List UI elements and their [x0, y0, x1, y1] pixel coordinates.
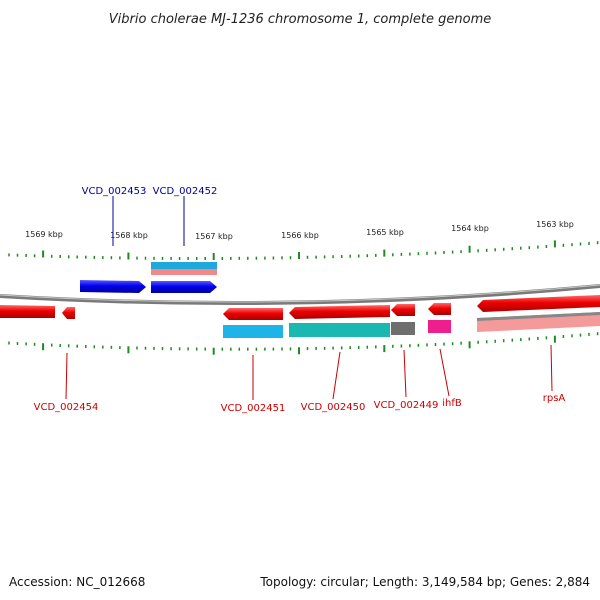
- gene-VCD_002449-arrow[interactable]: [391, 304, 415, 316]
- scale-label-1566: 1566 kbp: [281, 231, 319, 240]
- gene-label-VCD_002452[interactable]: VCD_002452: [153, 186, 218, 197]
- leader-lines: [65, 196, 553, 400]
- gene-label-VCD_002449[interactable]: VCD_002449: [374, 400, 439, 411]
- leader-VCD_002450: [332, 351, 341, 400]
- leader-rpsA: [550, 344, 553, 392]
- chromosome-backbone-highlight: [0, 284, 600, 303]
- gene-VCD_002453-arrow[interactable]: [80, 280, 146, 293]
- gene-label-rpsA[interactable]: rpsA: [543, 393, 566, 404]
- leader-ihfB: [439, 348, 450, 397]
- gene-VCD_002452-arrow[interactable]: [151, 281, 217, 293]
- gene-ihfB-cog-bar: [428, 320, 451, 333]
- scale-labels: 1569 kbp 1568 kbp 1567 kbp 1566 kbp 1565…: [25, 220, 574, 241]
- gene-rpsA-cog-bar-edge: [477, 312, 600, 321]
- scale-label-1567: 1567 kbp: [195, 232, 233, 241]
- scale-label-1564: 1564 kbp: [451, 224, 489, 233]
- gene-VCD_002455-arrow[interactable]: [0, 305, 55, 318]
- gene-rpsA-arrow[interactable]: [477, 295, 600, 312]
- gene-label-ihfB[interactable]: ihfB: [442, 398, 462, 409]
- gene-ihfB-arrow[interactable]: [428, 303, 451, 315]
- gene-VCD_002451-arrow[interactable]: [223, 308, 283, 320]
- leader-VCD_002449: [403, 349, 407, 398]
- gene-VCD_002450-arrow[interactable]: [289, 305, 390, 319]
- scale-label-1568: 1568 kbp: [110, 231, 148, 240]
- scale-label-1565: 1565 kbp: [366, 228, 404, 237]
- gene-VCD_002452-rna-bar: [151, 269, 217, 275]
- gene-VCD_002450-cog-bar: [289, 323, 390, 337]
- accession-text: Accession: NC_012668: [9, 575, 145, 589]
- genome-summary-text: Topology: circular; Length: 3,149,584 bp…: [259, 575, 590, 589]
- scale-label-1569: 1569 kbp: [25, 230, 63, 239]
- upper-scale-ticks: [8, 240, 599, 260]
- gene-VCD_002454-arrow[interactable]: [62, 307, 75, 319]
- chromosome-backbone: [0, 284, 600, 306]
- gene-VCD_002452-cog-bar: [151, 262, 217, 269]
- gene-label-VCD_002450[interactable]: VCD_002450: [301, 402, 366, 413]
- leader-VCD_002454: [65, 352, 68, 400]
- map-title: Vibrio cholerae MJ-1236 chromosome 1, co…: [109, 12, 491, 27]
- lower-scale-ticks: [8, 332, 599, 355]
- gene-VCD_002451-cog-bar: [223, 325, 283, 338]
- gene-label-VCD_002454[interactable]: VCD_002454: [34, 402, 99, 413]
- gene-label-VCD_002451[interactable]: VCD_002451: [221, 403, 286, 414]
- gene-VCD_002449-cog-bar: [391, 322, 415, 335]
- gene-label-VCD_002453[interactable]: VCD_002453: [82, 186, 147, 197]
- scale-label-1563: 1563 kbp: [536, 220, 574, 229]
